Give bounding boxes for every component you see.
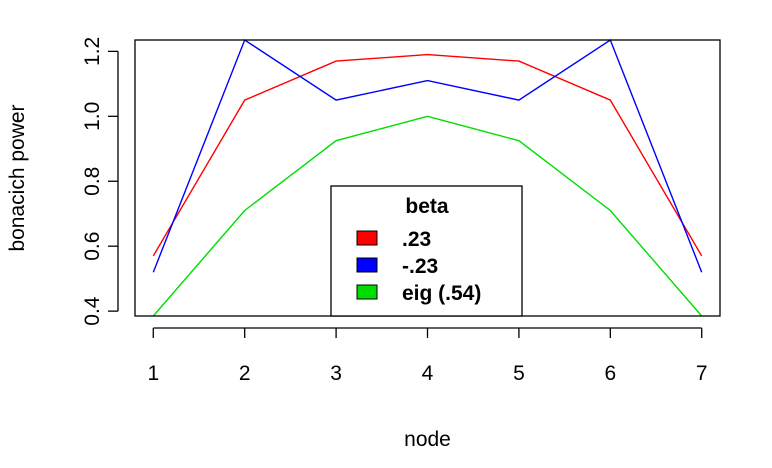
x-tick-label: 5	[513, 362, 525, 385]
legend-swatch	[356, 284, 378, 300]
y-tick-label: 1.2	[81, 37, 104, 66]
legend-title: beta	[405, 195, 449, 218]
legend-label: -.23	[402, 255, 438, 278]
x-axis: 1 2 3 4 5 6 7	[147, 327, 708, 385]
y-tick-label: 0.8	[81, 167, 104, 196]
y-tick-label: 0.4	[81, 296, 104, 326]
x-tick-label: 1	[147, 362, 159, 385]
legend: beta .23 -.23 eig (.54)	[330, 185, 523, 317]
x-tick-label: 4	[422, 362, 434, 385]
x-tick-label: 7	[696, 362, 708, 385]
legend-label: .23	[402, 228, 431, 251]
x-axis-title: node	[404, 428, 451, 451]
series-line-1	[152, 53, 703, 257]
legend-swatch	[356, 257, 378, 273]
legend-swatch	[356, 230, 378, 246]
y-axis-title: bonacich power	[6, 104, 29, 251]
legend-items: .23 -.23 eig (.54)	[356, 228, 481, 305]
y-axis: 0.4 0.6 0.8 1.0 1.2	[81, 37, 119, 326]
x-tick-label: 3	[330, 362, 342, 385]
x-tick-label: 6	[604, 362, 616, 385]
y-tick-label: 1.0	[81, 102, 104, 131]
y-tick-label: 0.6	[81, 232, 104, 261]
x-tick-label: 2	[239, 362, 251, 385]
series-line-3	[152, 115, 703, 317]
legend-label: eig (.54)	[402, 282, 481, 305]
